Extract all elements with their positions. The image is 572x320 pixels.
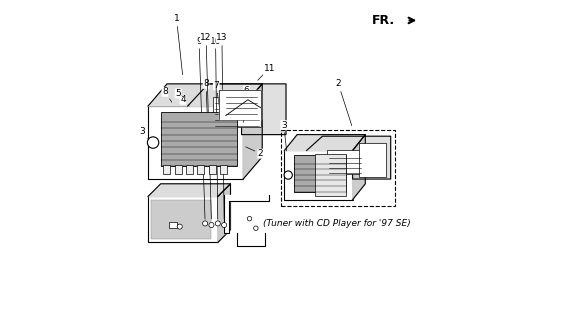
Bar — [163, 165, 170, 174]
Text: FR.: FR. — [372, 14, 395, 27]
Text: 4: 4 — [180, 95, 189, 106]
Text: 3: 3 — [281, 121, 287, 151]
Text: 3: 3 — [140, 127, 148, 139]
Bar — [315, 154, 346, 196]
Circle shape — [284, 171, 292, 179]
Bar — [148, 196, 218, 243]
Circle shape — [148, 137, 159, 148]
Circle shape — [209, 222, 214, 228]
Text: 8: 8 — [203, 79, 209, 114]
Bar — [327, 150, 362, 174]
Circle shape — [202, 221, 208, 226]
Text: 5: 5 — [175, 89, 183, 98]
Text: 13: 13 — [216, 33, 228, 219]
Polygon shape — [148, 184, 231, 196]
Bar — [209, 165, 216, 174]
Bar — [220, 165, 227, 174]
Bar — [213, 97, 261, 127]
Bar — [197, 165, 204, 174]
Bar — [281, 130, 395, 206]
Circle shape — [215, 221, 220, 226]
Bar — [169, 222, 177, 228]
Text: 7: 7 — [213, 81, 221, 115]
Text: 9: 9 — [196, 36, 205, 219]
Circle shape — [253, 226, 258, 230]
Polygon shape — [307, 136, 391, 179]
Polygon shape — [148, 84, 262, 106]
Text: (Tuner with CD Player for '97 SE): (Tuner with CD Player for '97 SE) — [263, 219, 411, 228]
Polygon shape — [188, 84, 286, 135]
Polygon shape — [243, 84, 262, 179]
Text: 8: 8 — [162, 87, 172, 102]
Polygon shape — [218, 184, 231, 243]
Text: 11: 11 — [258, 63, 275, 80]
Text: 10: 10 — [210, 36, 221, 219]
Bar — [174, 165, 182, 174]
Text: 1: 1 — [174, 14, 182, 75]
Text: 2: 2 — [246, 147, 264, 158]
Bar — [284, 150, 352, 200]
Circle shape — [221, 222, 227, 228]
Polygon shape — [352, 135, 366, 200]
Circle shape — [177, 224, 182, 229]
Text: 6: 6 — [244, 86, 249, 122]
Bar — [186, 165, 193, 174]
Polygon shape — [220, 90, 261, 119]
Polygon shape — [224, 195, 268, 233]
Text: 2: 2 — [336, 79, 352, 126]
Text: 12: 12 — [200, 33, 212, 219]
Bar — [151, 200, 212, 239]
Bar — [359, 143, 386, 178]
Bar — [294, 155, 346, 192]
Polygon shape — [284, 135, 366, 150]
Circle shape — [247, 216, 252, 221]
Bar — [148, 106, 243, 179]
Bar — [161, 112, 237, 166]
